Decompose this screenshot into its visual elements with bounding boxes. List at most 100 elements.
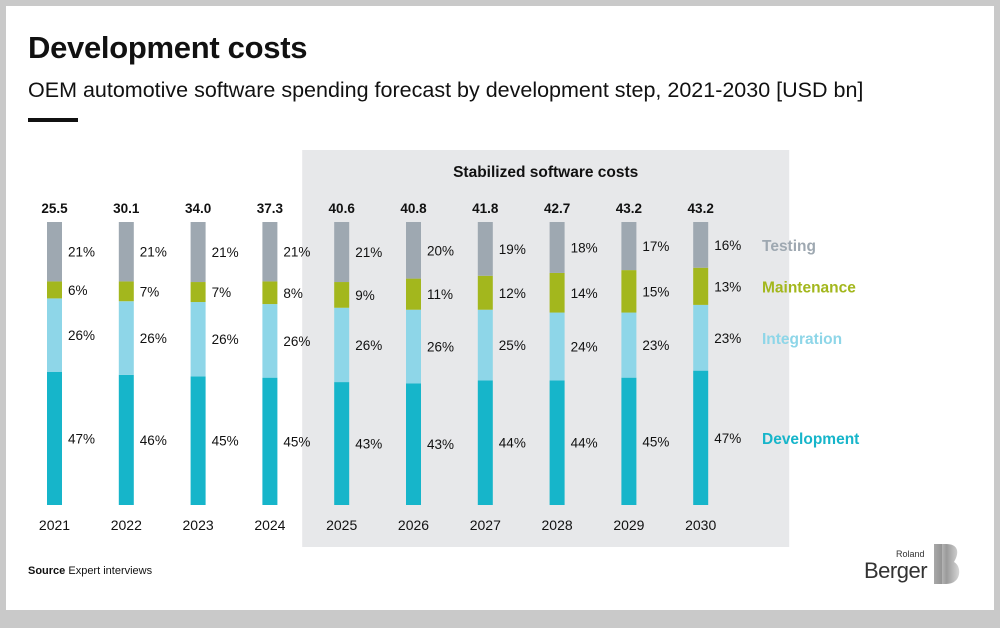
data-label-maintenance: 14%	[571, 286, 598, 301]
data-label-integration: 25%	[499, 338, 526, 353]
x-tick-label: 2022	[111, 517, 142, 533]
bar-segment-integration	[334, 307, 350, 383]
data-label-testing: 21%	[283, 245, 310, 260]
data-label-maintenance: 15%	[642, 284, 669, 299]
data-label-development: 44%	[499, 436, 526, 451]
data-label-integration: 26%	[212, 332, 239, 347]
data-label-maintenance: 11%	[427, 287, 453, 302]
bar-segment-integration	[406, 309, 421, 384]
legend-maintenance: Maintenance	[762, 279, 856, 296]
data-label-integration: 26%	[283, 334, 310, 349]
legend-integration: Integration	[762, 331, 842, 348]
bar-segment-integration	[477, 309, 493, 381]
title-underline	[28, 118, 78, 122]
data-label-maintenance: 9%	[355, 288, 375, 303]
data-label-development: 45%	[642, 434, 669, 449]
x-tick-label: 2025	[326, 517, 357, 533]
bar-segment-maintenance	[190, 282, 206, 303]
data-label-development: 43%	[355, 437, 382, 452]
bar-segment-integration	[262, 304, 278, 378]
bar-total-label: 40.6	[329, 201, 356, 216]
data-label-integration: 26%	[355, 338, 382, 353]
data-label-testing: 18%	[571, 240, 598, 255]
bar-segment-integration	[47, 298, 62, 372]
x-tick-label: 2028	[542, 517, 573, 533]
logo-b-mark-icon	[934, 544, 960, 584]
legend-testing: Testing	[762, 238, 816, 255]
data-label-integration: 23%	[642, 338, 669, 353]
x-tick-label: 2030	[685, 517, 716, 533]
data-label-maintenance: 7%	[140, 284, 160, 299]
bar-segment-integration	[549, 312, 565, 381]
bar-segment-testing	[621, 222, 637, 271]
bar-total-label: 42.7	[544, 201, 570, 216]
bar-total-label: 41.8	[472, 201, 499, 216]
bar-total-label: 43.2	[688, 201, 714, 216]
logo-text-bottom: Berger	[864, 558, 928, 583]
highlight-label: Stabilized software costs	[453, 164, 638, 181]
bar-segment-testing	[549, 222, 565, 273]
bar-segment-development	[406, 383, 421, 505]
bar-total-label: 34.0	[185, 201, 211, 216]
data-label-testing: 20%	[427, 243, 454, 258]
bar-segment-development	[262, 377, 278, 505]
bar-segment-testing	[477, 222, 493, 276]
data-label-integration: 26%	[427, 340, 454, 355]
bar-segment-testing	[334, 222, 350, 283]
data-label-development: 47%	[68, 431, 95, 446]
bar-total-label: 43.2	[616, 201, 642, 216]
data-label-development: 43%	[427, 437, 454, 452]
data-label-integration: 26%	[140, 331, 167, 346]
bar-segment-maintenance	[406, 278, 421, 310]
bar-segment-integration	[118, 301, 134, 375]
data-label-integration: 24%	[571, 340, 598, 355]
bar-segment-development	[334, 382, 350, 505]
data-label-development: 45%	[212, 434, 239, 449]
bar-segment-maintenance	[693, 267, 709, 305]
bar-segment-development	[118, 374, 134, 505]
x-tick-label: 2029	[613, 517, 644, 533]
bar-segment-development	[693, 370, 709, 505]
bar-total-label: 37.3	[257, 201, 284, 216]
bar-segment-maintenance	[621, 270, 637, 313]
data-label-development: 45%	[283, 434, 310, 449]
bar-segment-maintenance	[334, 282, 350, 308]
bar-total-label: 30.1	[113, 201, 140, 216]
chart-title: Development costs	[28, 30, 308, 65]
data-label-development: 47%	[714, 431, 741, 446]
bar-segment-testing	[262, 222, 278, 282]
data-label-maintenance: 13%	[714, 279, 741, 294]
roland-berger-logo: Roland Berger	[860, 540, 970, 590]
bar-segment-testing	[693, 222, 709, 268]
source-note: Source Expert interviews	[28, 565, 152, 577]
data-label-maintenance: 8%	[283, 286, 303, 301]
bar-segment-development	[190, 376, 206, 505]
data-label-integration: 23%	[714, 331, 741, 346]
data-label-testing: 17%	[642, 239, 669, 254]
x-tick-label: 2024	[254, 517, 285, 533]
bar-total-label: 25.5	[41, 201, 68, 216]
bar-segment-development	[477, 380, 493, 505]
bar-segment-maintenance	[118, 281, 134, 302]
bar-segment-maintenance	[477, 275, 493, 310]
data-label-testing: 21%	[68, 245, 95, 260]
data-label-maintenance: 7%	[212, 285, 232, 300]
data-label-maintenance: 6%	[68, 283, 88, 298]
x-tick-label: 2026	[398, 517, 429, 533]
bar-segment-testing	[47, 222, 62, 282]
bar-segment-development	[549, 380, 565, 505]
x-tick-label: 2027	[470, 517, 501, 533]
source-label: Source	[28, 565, 66, 577]
bar-segment-maintenance	[549, 272, 565, 313]
x-tick-label: 2021	[39, 517, 70, 533]
data-label-testing: 16%	[714, 238, 741, 253]
data-label-development: 46%	[140, 433, 167, 448]
bar-segment-development	[621, 377, 637, 505]
legend-development: Development	[762, 431, 859, 448]
bar-segment-integration	[621, 312, 637, 378]
data-label-testing: 21%	[212, 245, 239, 260]
source-text: Expert interviews	[68, 565, 153, 577]
bar-segment-integration	[693, 304, 709, 371]
bar-segment-testing	[190, 222, 206, 283]
